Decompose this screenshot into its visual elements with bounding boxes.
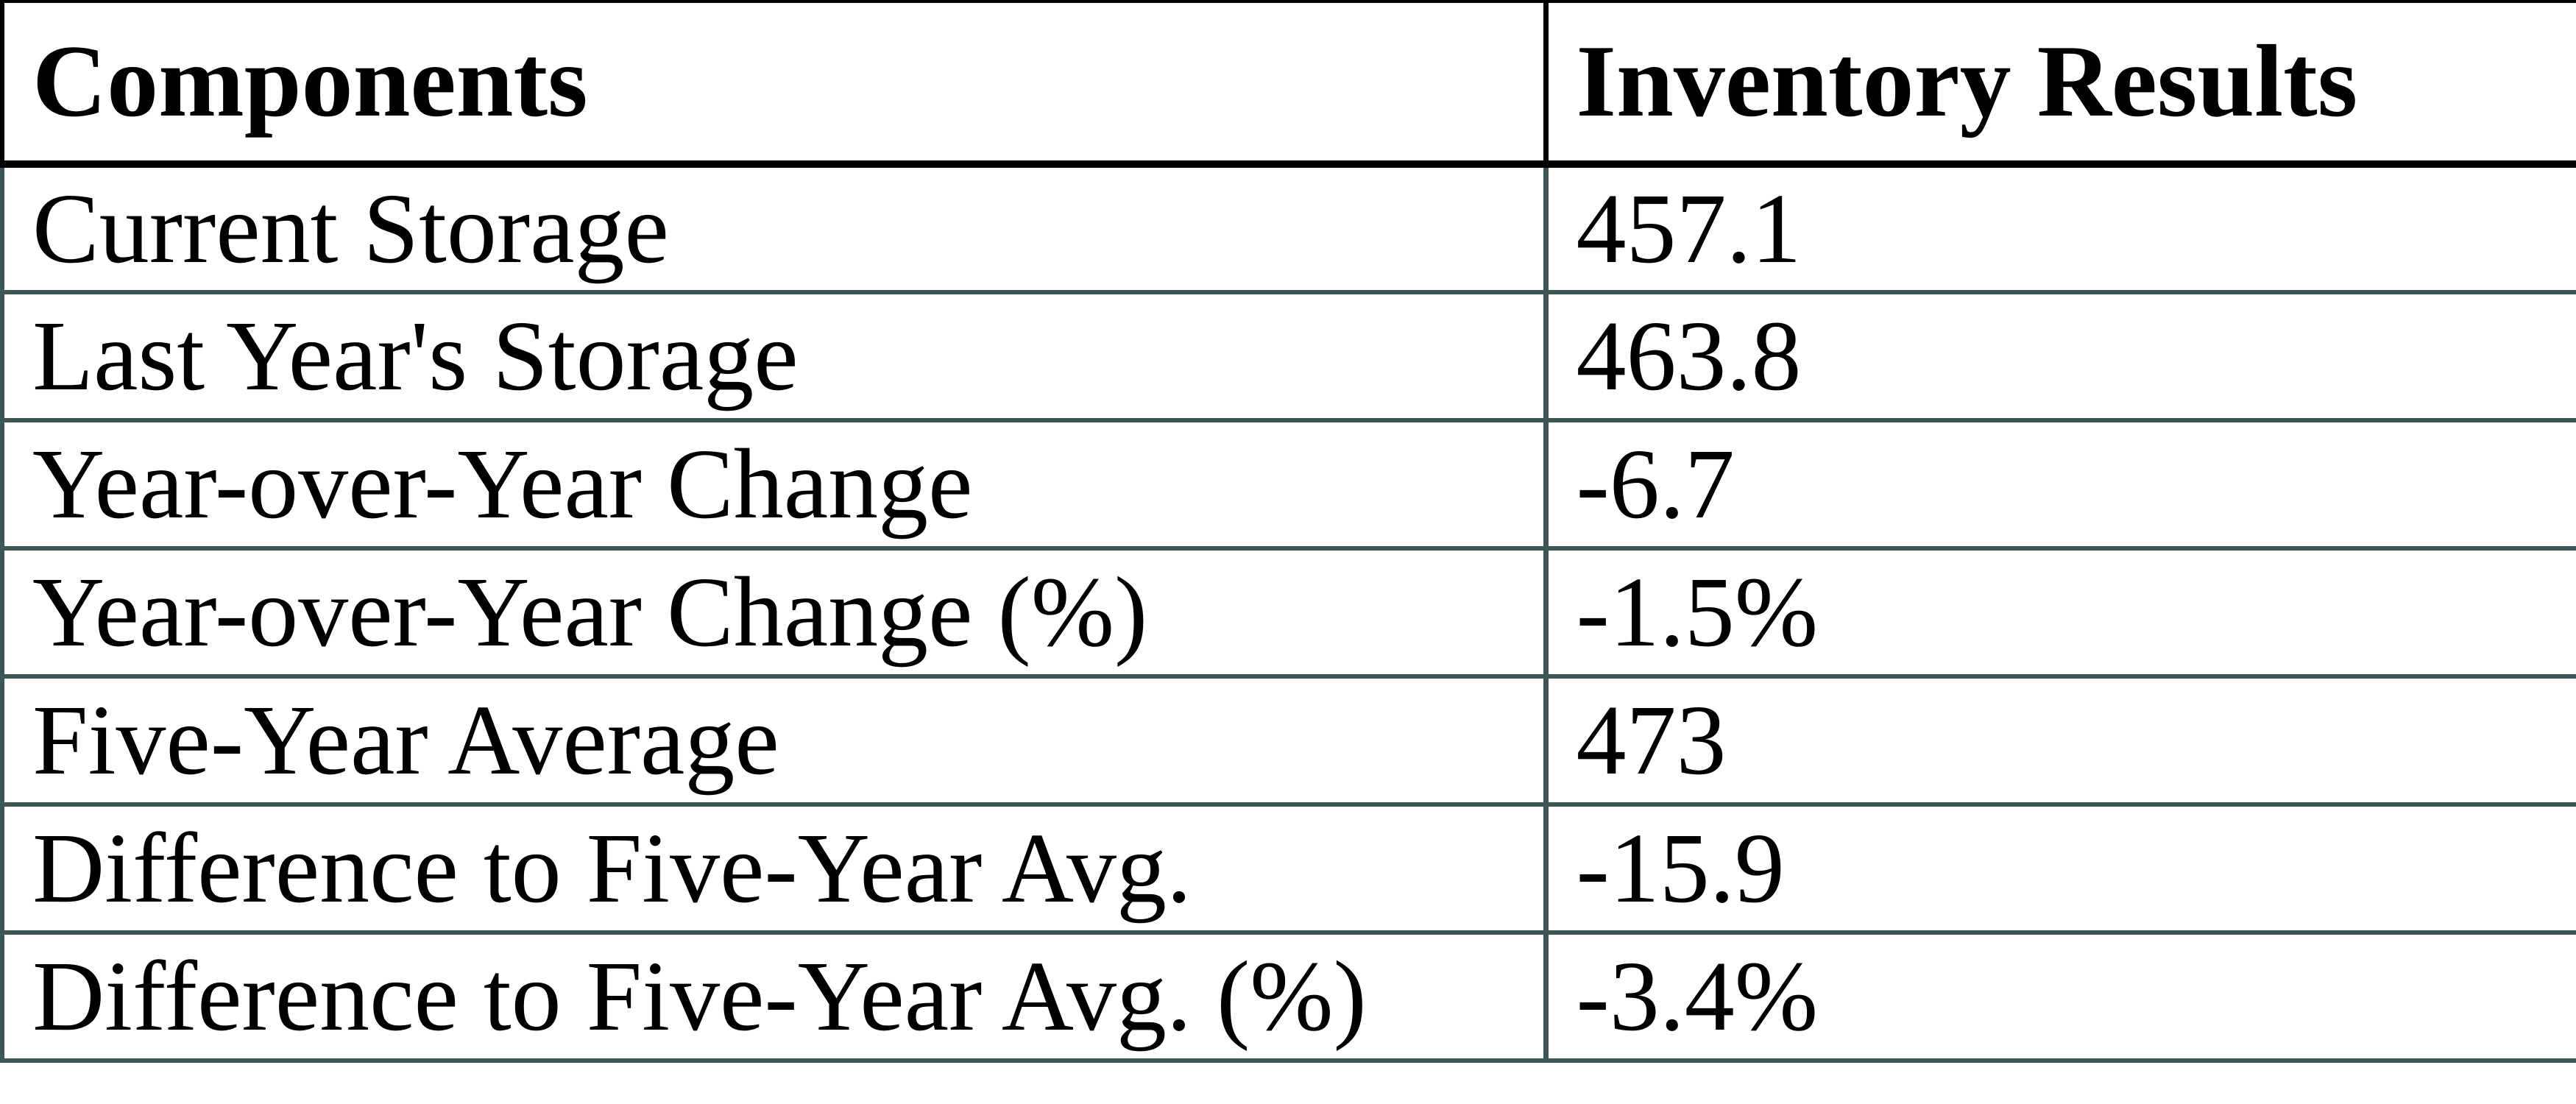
component-cell: Difference to Five-Year Avg. [0,802,1549,935]
result-cell: 463.8 [1543,290,2576,422]
table-row: Difference to Five-Year Avg. -15.9 [0,802,2576,935]
component-cell: Difference to Five-Year Avg. (%) [0,930,1549,1063]
component-cell: Last Year's Storage [0,290,1549,422]
component-cell: Year-over-Year Change [0,418,1549,551]
table-row: Five-Year Average 473 [0,674,2576,807]
result-cell: 457.1 [1543,162,2576,294]
header-components: Components [0,0,1549,168]
component-cell: Year-over-Year Change (%) [0,546,1549,679]
header-row: Components Inventory Results [0,0,2576,168]
result-cell: -3.4% [1543,930,2576,1063]
header-inventory-results: Inventory Results [1543,0,2576,168]
result-cell: -1.5% [1543,546,2576,679]
result-cell: -6.7 [1543,418,2576,551]
component-cell: Five-Year Average [0,674,1549,807]
result-cell: 473 [1543,674,2576,807]
table-row: Year-over-Year Change (%) -1.5% [0,546,2576,679]
table-row: Difference to Five-Year Avg. (%) -3.4% [0,930,2576,1063]
table-row: Current Storage 457.1 [0,162,2576,294]
component-cell: Current Storage [0,162,1549,294]
inventory-results-table: Components Inventory Results Current Sto… [0,0,2576,1063]
table-row: Year-over-Year Change -6.7 [0,418,2576,551]
table-row: Last Year's Storage 463.8 [0,290,2576,422]
result-cell: -15.9 [1543,802,2576,935]
